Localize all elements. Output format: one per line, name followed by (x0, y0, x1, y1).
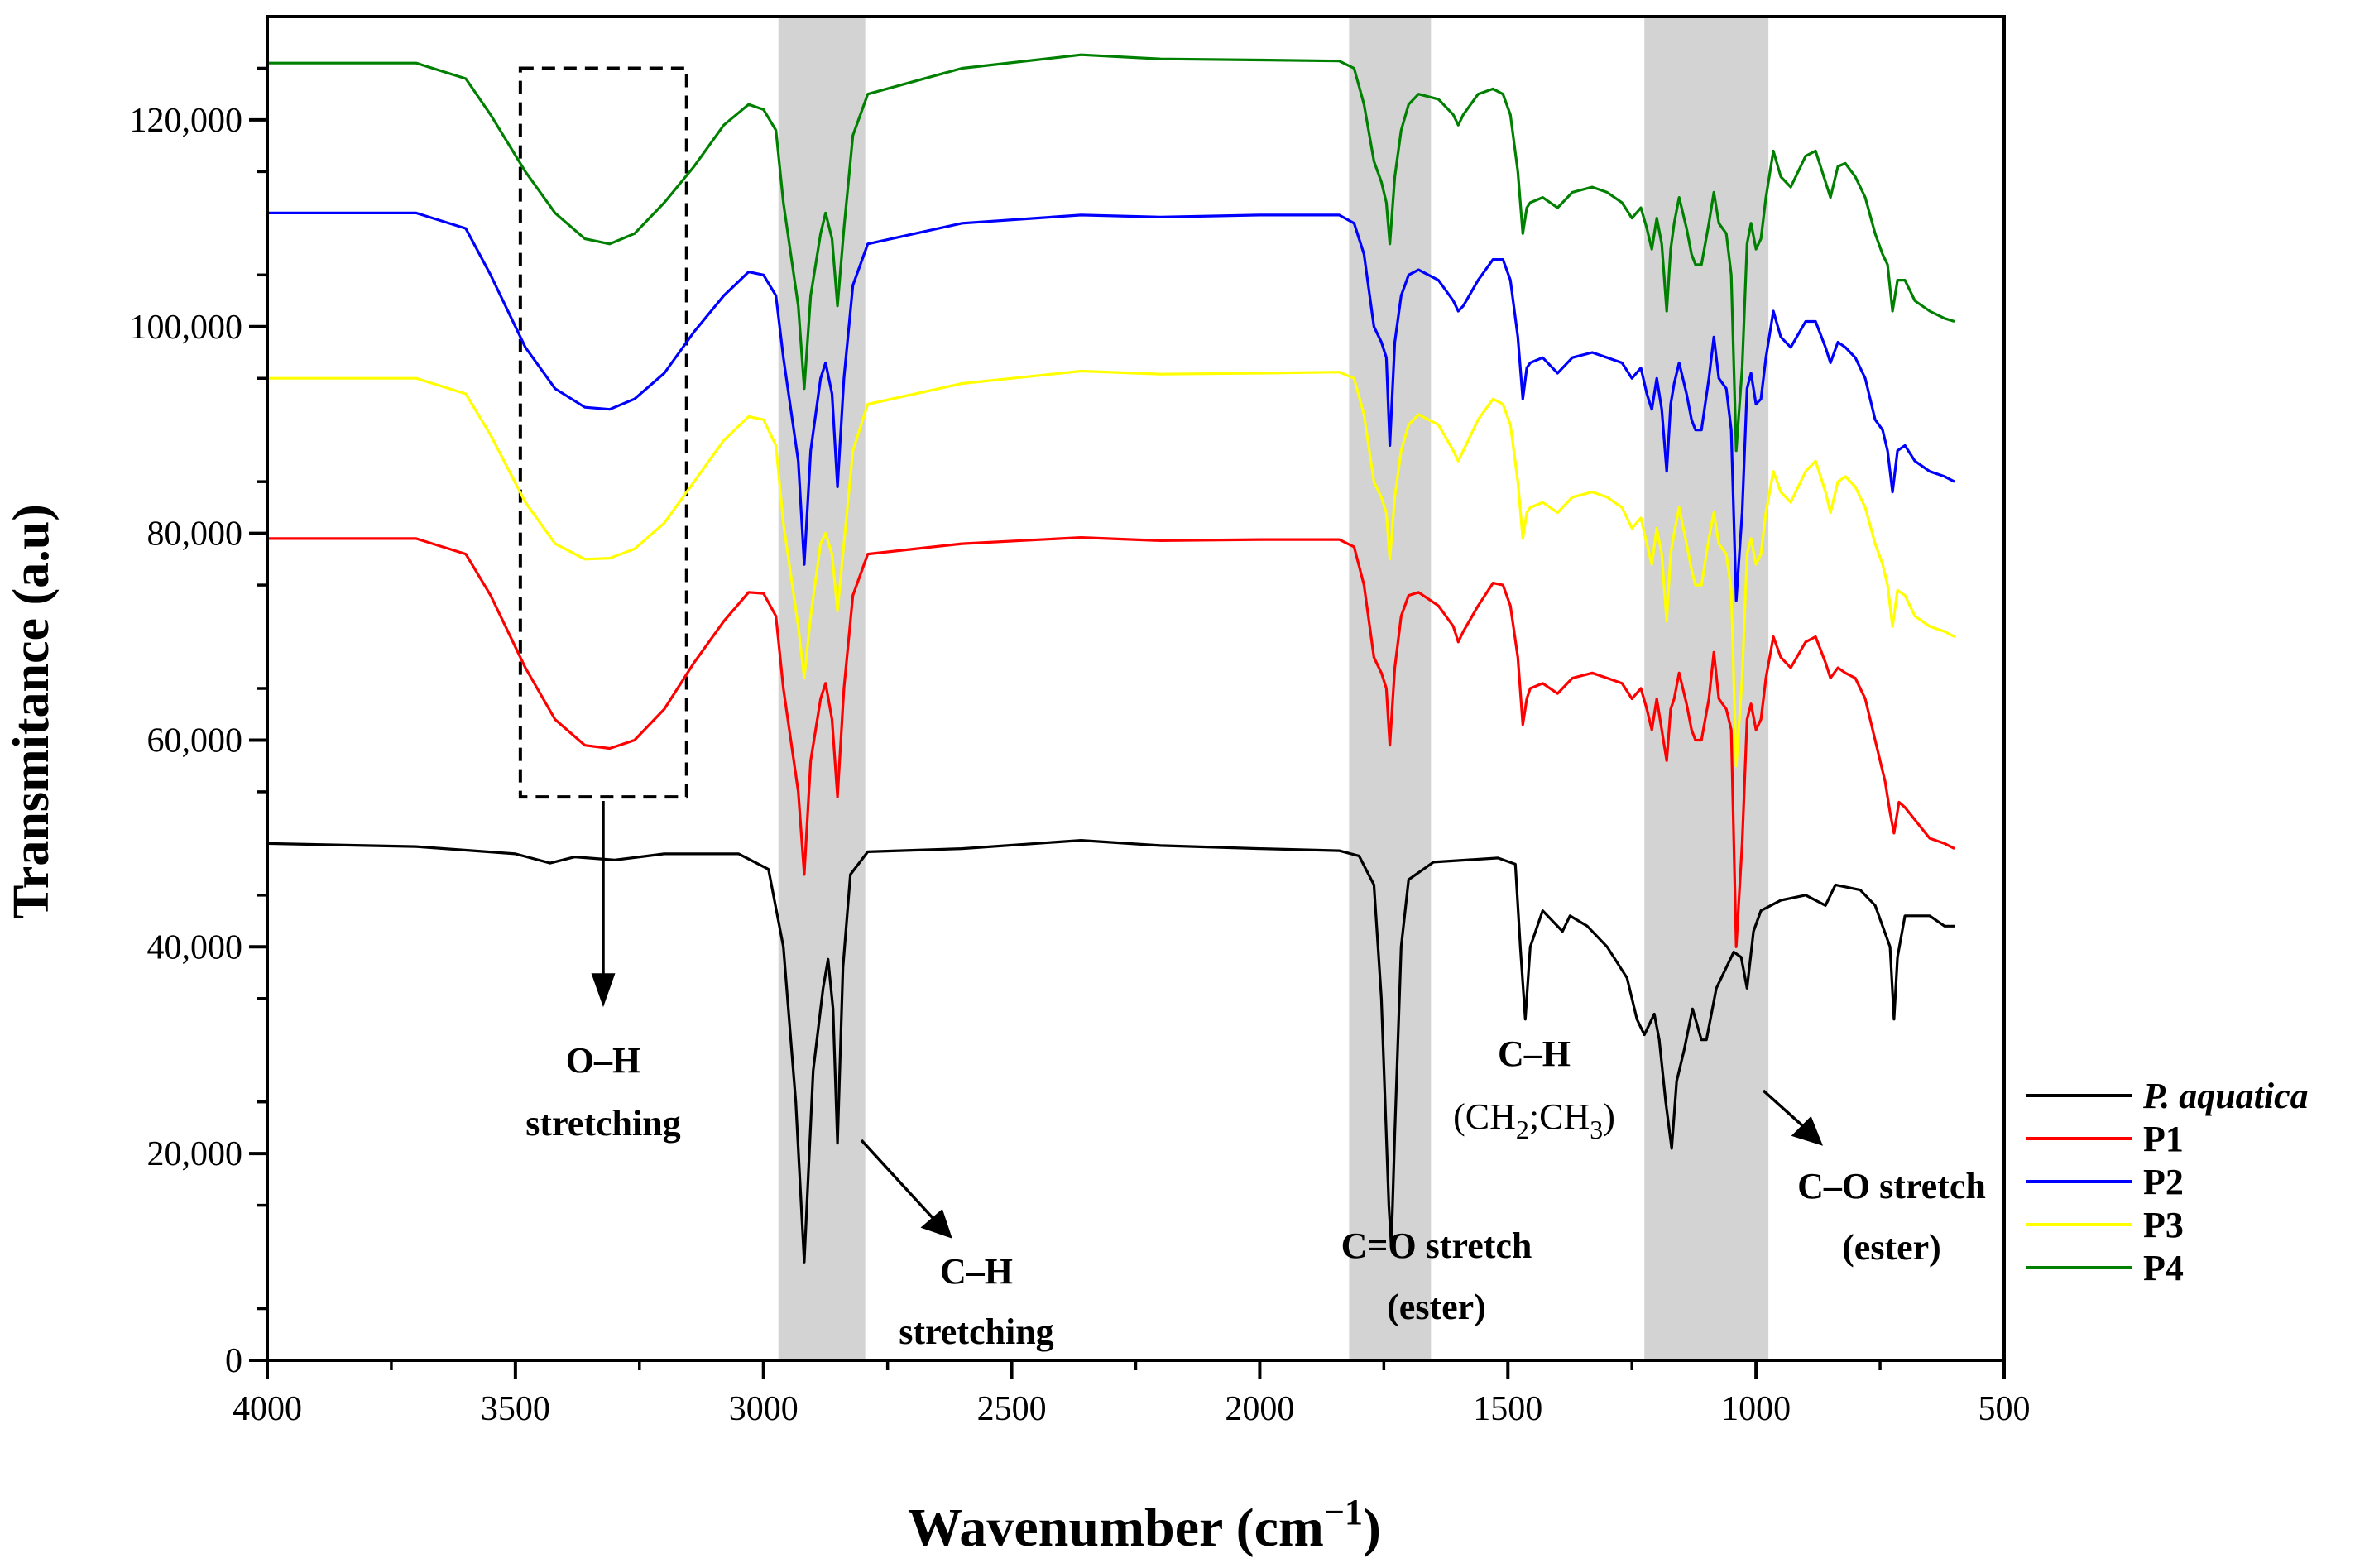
legend-label-4: P3 (2143, 1205, 2184, 1245)
series-line-p-aquatica (266, 839, 1955, 1264)
y-tick-label: 0 (225, 1342, 242, 1380)
oh-label-line2: stretching (525, 1103, 680, 1144)
shaded-bands (778, 17, 1769, 1360)
x-tick-label: 1500 (1473, 1390, 1542, 1428)
x-tick-label: 2000 (1225, 1390, 1294, 1428)
x-tick-label: 3000 (729, 1390, 799, 1428)
c-o-label-line1: C–O stretch (1797, 1166, 1986, 1206)
legend-label-3: P2 (2143, 1162, 2184, 1202)
oh-highlight-box (518, 66, 688, 799)
legend-label-5: P4 (2143, 1248, 2184, 1288)
annotation-arrows (591, 801, 1823, 1239)
ch-groups-open: (CH (1453, 1096, 1516, 1137)
oh-arrow-head (591, 973, 616, 1008)
co-ester-label-line1: C=O stretch (1341, 1225, 1532, 1266)
x-axis-ticks: 4000 3500 3000 2500 2000 1500 1000 500 (233, 1360, 2031, 1428)
y-tick-label: 80,000 (147, 515, 243, 554)
y-tick-label: 120,000 (130, 102, 243, 140)
ch-groups-label-line1: C–H (1498, 1033, 1571, 1074)
y-tick-label: 20,000 (147, 1135, 243, 1173)
ch-arrow-line (860, 1139, 937, 1222)
series-lines (266, 53, 1955, 1264)
x-axis-title: Wavenumber (cm−1) (908, 1492, 1381, 1558)
y-tick-label: 40,000 (147, 928, 243, 966)
series-line-p4 (267, 53, 1955, 453)
y-axis-title: Transmitance (a.u) (3, 504, 60, 919)
legend-label-2: P1 (2143, 1119, 2184, 1159)
series-line-p1 (267, 536, 1955, 948)
oh-label-line1: O–H (566, 1040, 640, 1081)
y-tick-label: 100,000 (130, 309, 243, 347)
shaded-band-3 (1644, 17, 1769, 1360)
c-o-label-line2: (ester) (1842, 1227, 1941, 1268)
x-tick-label: 3500 (481, 1390, 550, 1428)
ch-groups-close: ) (1603, 1096, 1615, 1137)
ch-groups-sub2: 3 (1590, 1115, 1603, 1144)
x-axis-title-main: Wavenumber (cm (908, 1498, 1324, 1558)
x-tick-label: 1000 (1721, 1390, 1791, 1428)
x-tick-label: 500 (1978, 1390, 2031, 1428)
co-arrow-line (1762, 1089, 1806, 1129)
series-line-p3 (267, 369, 1955, 768)
x-axis-title-sup: −1 (1324, 1492, 1363, 1532)
ch-label-line1: C–H (940, 1251, 1013, 1292)
x-tick-label: 4000 (233, 1390, 302, 1428)
co-arrow-head (1791, 1115, 1823, 1146)
ch-groups-sub1: 2 (1516, 1115, 1529, 1144)
shaded-band-1 (778, 17, 866, 1360)
ch-groups-mid: ;CH (1529, 1096, 1590, 1137)
legend-label-1: P. aquatica (2142, 1076, 2309, 1116)
y-tick-label: 60,000 (147, 722, 243, 760)
co-ester-label-line2: (ester) (1387, 1287, 1486, 1327)
x-axis-title-close: ) (1363, 1498, 1381, 1558)
series-line-p2 (267, 211, 1955, 602)
ch-label-line2: stretching (899, 1311, 1053, 1352)
ch-groups-label-line2: (CH2;CH3) (1453, 1096, 1615, 1144)
x-tick-label: 2500 (977, 1390, 1047, 1428)
ch-arrow-head (920, 1208, 952, 1239)
y-axis-ticks: 0 20,000 40,000 60,000 80,000 100,000 120,000 (130, 66, 267, 1380)
shaded-band-2 (1349, 17, 1432, 1360)
